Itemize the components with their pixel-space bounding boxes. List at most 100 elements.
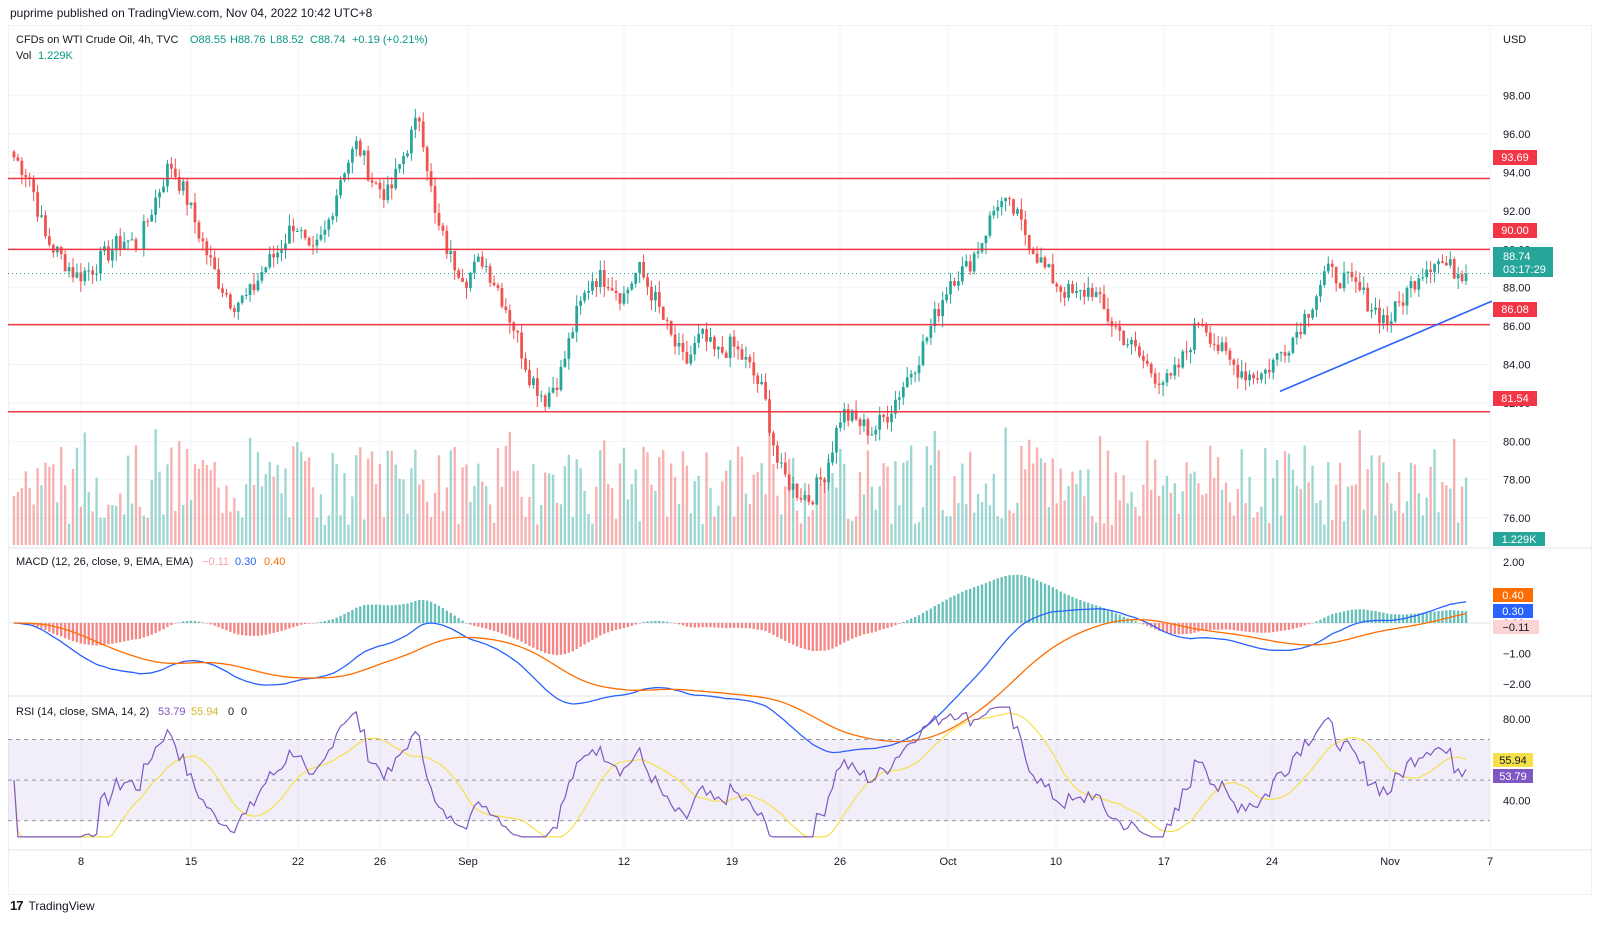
- candle-body: [1456, 274, 1460, 279]
- volume-bar: [1319, 500, 1322, 545]
- volume-bar: [933, 430, 936, 545]
- macd-histogram-bar: [658, 620, 661, 623]
- macd-histogram-bar: [221, 623, 224, 629]
- svg-text:90.00: 90.00: [1501, 225, 1529, 237]
- volume-bar: [1197, 483, 1200, 545]
- candle-body: [433, 186, 437, 213]
- volume-bar: [547, 473, 551, 545]
- ohlc-high: H88.76: [230, 34, 265, 46]
- candle-body: [854, 410, 858, 420]
- time-tick-label: Nov: [1380, 856, 1400, 868]
- volume-bar: [980, 501, 984, 545]
- macd-histogram-bar: [654, 620, 657, 623]
- price-tick-label: 98.00: [1503, 91, 1531, 103]
- macd-histogram-bar: [351, 609, 354, 623]
- macd-histogram-bar: [1319, 619, 1322, 623]
- rsi-value: 53.79: [158, 706, 186, 718]
- candle-body: [1090, 287, 1094, 298]
- volume-bar: [972, 512, 976, 545]
- candle-body: [677, 342, 681, 347]
- time-tick-label: 15: [185, 856, 197, 868]
- macd-histogram-bar: [599, 623, 602, 636]
- volume-bar: [217, 487, 220, 545]
- volume-bar: [406, 513, 409, 545]
- volume-bar: [1374, 515, 1377, 545]
- candle-body: [524, 358, 527, 370]
- volume-bar: [347, 524, 350, 545]
- macd-histogram-bar: [1449, 610, 1452, 623]
- chart-svg[interactable]: 98.00 96.00 94.00 92.00 90.00 88.00 86.00 84.00…: [7, 24, 1593, 896]
- volume-bar: [748, 503, 752, 545]
- macd-histogram-bar: [260, 623, 264, 636]
- volume-bar: [1354, 484, 1358, 545]
- macd-histogram-bar: [673, 623, 677, 624]
- macd-histogram-bar: [12, 623, 16, 624]
- volume-bar: [992, 473, 995, 545]
- macd-histogram-bar: [209, 623, 212, 625]
- macd-histogram-bar: [1024, 575, 1027, 623]
- candle-body: [225, 292, 228, 295]
- candle-body: [390, 184, 394, 189]
- volume-bar: [445, 487, 449, 545]
- volume-bar: [1059, 468, 1062, 545]
- macd-histogram-bar: [717, 623, 720, 628]
- volume-bar: [56, 502, 59, 545]
- volume-bar: [858, 471, 862, 545]
- candle-body: [1275, 353, 1279, 360]
- macd-histogram-bar: [1055, 589, 1058, 623]
- candle-body: [107, 246, 110, 261]
- volume-bar: [1122, 475, 1125, 545]
- candle-body: [799, 497, 803, 500]
- macd-histogram-bar: [378, 604, 382, 623]
- volume-bar: [1165, 475, 1169, 545]
- macd-histogram-bar: [544, 623, 547, 654]
- candle-body: [437, 212, 441, 226]
- volume-bar: [91, 511, 94, 545]
- level-badge-86: 86.08: [1493, 302, 1537, 317]
- macd-histogram-bar: [862, 623, 866, 635]
- volume-bar: [953, 476, 956, 545]
- candle-body: [229, 294, 232, 309]
- svg-text:0.30: 0.30: [1502, 606, 1523, 618]
- macd-histogram-bar: [83, 623, 86, 645]
- macd-histogram-bar: [1110, 611, 1114, 623]
- candle-body: [1098, 292, 1102, 295]
- candle-body: [323, 229, 327, 235]
- volume-bar: [339, 515, 342, 545]
- volume-bar: [244, 484, 248, 545]
- volume-bar: [634, 469, 637, 545]
- candle-body: [276, 252, 279, 258]
- macd-histogram-bar: [532, 623, 535, 648]
- macd-histogram-bar: [213, 623, 216, 626]
- candle-body: [709, 337, 712, 342]
- macd-histogram-bar: [921, 612, 925, 623]
- volume-bar: [178, 441, 181, 545]
- price-tick-label: 92.00: [1503, 206, 1531, 218]
- macd-histogram-bar: [374, 604, 378, 623]
- macd-histogram-bar: [1287, 623, 1291, 630]
- macd-histogram-bar: [512, 623, 515, 639]
- rsi-ma-badge: 55.94: [1493, 753, 1533, 767]
- candle-body: [634, 272, 638, 284]
- volume-bar: [685, 465, 689, 545]
- macd-histogram-bar: [835, 623, 838, 647]
- chart-frame[interactable]: 98.00 96.00 94.00 92.00 90.00 88.00 86.00 84.00…: [7, 24, 1593, 896]
- candle-body: [1008, 198, 1011, 200]
- volume-bar: [225, 485, 228, 545]
- candle-body: [736, 346, 740, 350]
- candle-body: [331, 216, 335, 220]
- macd-histogram-bar: [898, 623, 901, 624]
- price-tick-label: 96.00: [1503, 129, 1531, 141]
- volume-bar: [87, 491, 90, 545]
- candle-body: [654, 292, 657, 301]
- macd-histogram-bar: [1374, 611, 1377, 623]
- macd-histogram-bar: [441, 607, 445, 623]
- volume-bar: [1386, 482, 1389, 545]
- volume-bar: [303, 461, 307, 545]
- time-tick-label: 10: [1050, 856, 1062, 868]
- macd-histogram-bar: [890, 623, 893, 627]
- macd-histogram-bar: [217, 623, 220, 628]
- currency-label: USD: [1503, 34, 1526, 46]
- macd-histogram-bar: [280, 623, 283, 632]
- candle-body: [1114, 326, 1118, 328]
